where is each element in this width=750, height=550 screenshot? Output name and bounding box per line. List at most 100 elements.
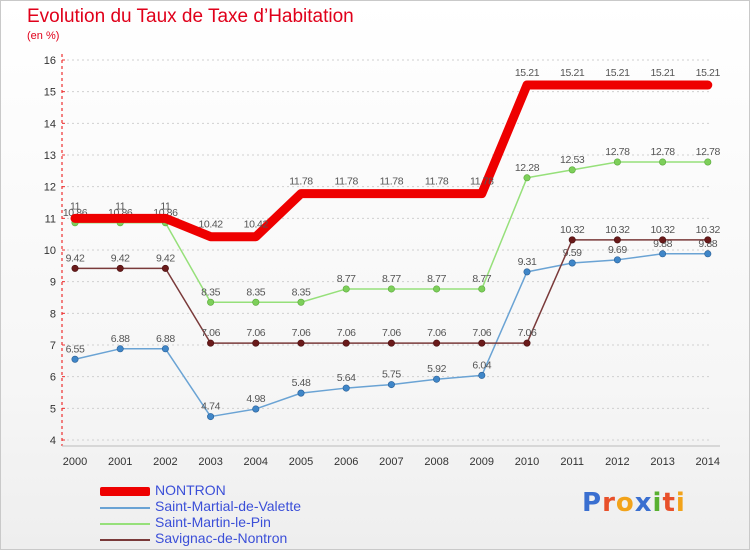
data-label-saint-martial-de-valette: 5.64 <box>337 372 356 384</box>
data-point-savignac-de-nontron <box>659 236 667 244</box>
data-label-saint-martial-de-valette: 6.55 <box>66 343 85 355</box>
data-label-saint-martial-de-valette: 9.69 <box>608 244 627 256</box>
data-point-saint-martin-le-pin <box>659 158 667 166</box>
data-point-savignac-de-nontron <box>116 264 124 272</box>
data-label-nontron: 10.42 <box>244 219 269 231</box>
legend-label-nontron: NONTRON <box>155 482 226 498</box>
data-point-savignac-de-nontron <box>613 236 621 244</box>
data-point-saint-martial-de-valette <box>659 250 667 258</box>
y-tick-label: 5 <box>50 403 56 415</box>
x-tick-label: 2006 <box>334 456 358 468</box>
logo-letter: r <box>602 488 616 518</box>
y-tick-label: 14 <box>44 118 56 130</box>
data-label-savignac-de-nontron: 7.06 <box>427 327 446 339</box>
data-point-saint-martin-le-pin <box>342 285 350 293</box>
data-label-saint-martial-de-valette: 6.88 <box>156 333 175 345</box>
data-label-savignac-de-nontron: 7.06 <box>518 327 537 339</box>
logo-letter: i <box>652 488 663 518</box>
data-point-savignac-de-nontron <box>71 264 79 272</box>
data-point-saint-martial-de-valette <box>207 413 215 421</box>
data-label-nontron: 15.21 <box>515 67 540 79</box>
y-tick-label: 10 <box>44 245 56 257</box>
data-label-savignac-de-nontron: 7.06 <box>472 327 491 339</box>
legend-label-saint-martin: Saint-Martin-le-Pin <box>155 514 271 530</box>
data-label-saint-martin-le-pin: 8.77 <box>472 273 491 285</box>
y-tick-label: 9 <box>50 277 56 289</box>
data-label-saint-martial-de-valette: 4.98 <box>246 393 265 405</box>
data-point-saint-martin-le-pin <box>613 158 621 166</box>
data-label-savignac-de-nontron: 7.06 <box>246 327 265 339</box>
data-label-saint-martin-le-pin: 12.78 <box>650 146 675 158</box>
data-point-savignac-de-nontron <box>433 339 441 347</box>
data-point-saint-martial-de-valette <box>478 371 486 379</box>
data-point-saint-martin-le-pin <box>568 166 576 174</box>
data-label-saint-martial-de-valette: 9.88 <box>653 238 672 250</box>
data-point-savignac-de-nontron <box>207 339 215 347</box>
x-tick-label: 2009 <box>470 456 494 468</box>
data-label-savignac-de-nontron: 7.06 <box>337 327 356 339</box>
x-tick-label: 2014 <box>696 456 720 468</box>
data-point-saint-martial-de-valette <box>387 381 395 389</box>
x-tick-label: 2002 <box>153 456 177 468</box>
y-tick-label: 6 <box>50 372 56 384</box>
y-tick-label: 15 <box>44 87 56 99</box>
y-tick-label: 4 <box>50 435 56 447</box>
data-point-savignac-de-nontron <box>342 339 350 347</box>
data-label-saint-martin-le-pin: 8.35 <box>292 286 311 298</box>
data-label-saint-martin-le-pin: 8.77 <box>427 273 446 285</box>
data-label-saint-martial-de-valette: 6.04 <box>472 359 491 371</box>
logo-letter: o <box>615 488 635 518</box>
data-point-saint-martin-le-pin <box>387 285 395 293</box>
data-point-saint-martin-le-pin <box>523 174 531 182</box>
x-tick-label: 2010 <box>515 456 539 468</box>
unit-label: (en %) <box>27 30 60 42</box>
data-label-savignac-de-nontron: 10.32 <box>696 224 721 236</box>
data-label-saint-martin-le-pin: 8.77 <box>337 273 356 285</box>
data-point-saint-martial-de-valette <box>252 405 260 413</box>
data-label-savignac-de-nontron: 10.32 <box>650 224 675 236</box>
x-tick-label: 2000 <box>63 456 87 468</box>
data-label-nontron: 11.78 <box>470 176 494 188</box>
y-tick-label: 12 <box>44 182 56 194</box>
data-point-saint-martin-le-pin <box>433 285 441 293</box>
y-tick-label: 7 <box>50 340 56 352</box>
data-label-saint-martin-le-pin: 12.53 <box>560 154 585 166</box>
y-tick-label: 13 <box>44 150 56 162</box>
x-tick-label: 2007 <box>379 456 403 468</box>
y-tick-label: 16 <box>44 55 56 67</box>
data-point-savignac-de-nontron <box>297 339 305 347</box>
x-tick-label: 2004 <box>244 456 268 468</box>
data-label-saint-martin-le-pin: 8.35 <box>201 286 220 298</box>
series-line-nontron <box>70 80 713 242</box>
data-point-saint-martial-de-valette <box>568 259 576 267</box>
chart-title: Evolution du Taux de Taxe d’Habitation <box>27 6 354 27</box>
data-label-savignac-de-nontron: 10.32 <box>605 224 630 236</box>
logo-letter: t <box>662 488 676 518</box>
logo-letter: P <box>582 488 603 518</box>
x-tick-label: 2003 <box>198 456 222 468</box>
data-point-savignac-de-nontron <box>523 339 531 347</box>
data-point-saint-martial-de-valette <box>613 256 621 264</box>
data-point-saint-martin-le-pin <box>478 285 486 293</box>
data-point-savignac-de-nontron <box>478 339 486 347</box>
data-label-nontron: 11 <box>115 200 126 212</box>
data-point-savignac-de-nontron <box>252 339 260 347</box>
data-label-savignac-de-nontron: 10.32 <box>560 224 585 236</box>
data-point-saint-martin-le-pin <box>297 298 305 306</box>
x-tick-label: 2001 <box>108 456 132 468</box>
data-label-savignac-de-nontron: 9.42 <box>111 252 130 264</box>
x-tick-label: 2011 <box>560 456 584 468</box>
data-label-saint-martial-de-valette: 9.88 <box>698 238 717 250</box>
data-label-saint-martial-de-valette: 4.74 <box>201 401 220 413</box>
data-label-saint-martial-de-valette: 6.88 <box>111 333 130 345</box>
data-label-saint-martial-de-valette: 5.92 <box>427 363 446 375</box>
data-point-saint-martin-le-pin <box>252 298 260 306</box>
data-point-saint-martial-de-valette <box>116 345 124 353</box>
data-label-nontron: 15.21 <box>560 67 585 79</box>
logo-letter: x <box>634 488 653 518</box>
data-label-saint-martin-le-pin: 12.78 <box>605 146 630 158</box>
data-label-nontron: 11 <box>160 200 171 212</box>
logo-letter: i <box>675 488 686 518</box>
x-tick-label: 2013 <box>650 456 674 468</box>
